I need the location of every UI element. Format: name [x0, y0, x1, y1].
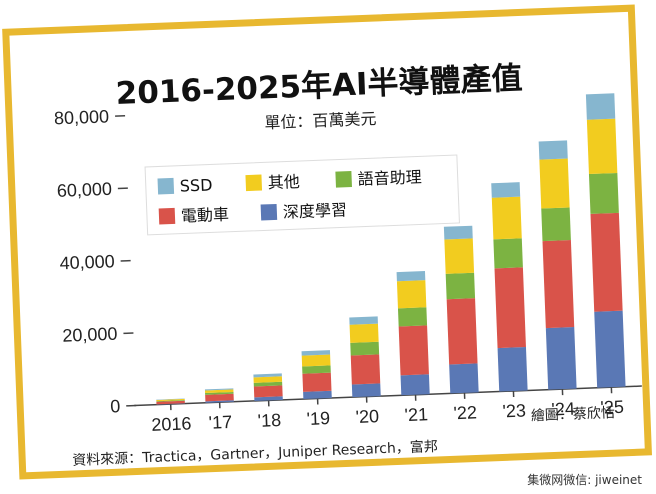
legend-swatch: [158, 207, 176, 225]
legend-swatch: [157, 177, 175, 195]
bar-segment: [494, 267, 526, 349]
bar-segment: [585, 93, 616, 120]
bar-segment: [253, 376, 283, 383]
bar-segment: [398, 325, 429, 376]
bar-segment: [396, 280, 427, 309]
bar-segment: [205, 393, 234, 402]
bar-segment: [400, 374, 430, 396]
x-tick-label: '18: [257, 410, 281, 431]
bar-segment: [302, 365, 331, 374]
legend-label: 深度學習: [283, 200, 348, 221]
x-tick-label: '22: [453, 402, 477, 423]
y-tick-label: 40,000: [59, 251, 115, 273]
bar-segment: [204, 389, 234, 394]
bar-segment: [586, 118, 618, 175]
bar-segment: [541, 207, 571, 242]
bar-segment: [303, 390, 332, 400]
bar-segment: [301, 354, 331, 367]
x-axis: 2016 '17 '18 '19 '20 '21 '22 '23 '24 '25: [151, 387, 624, 435]
bar-segment: [204, 388, 234, 391]
bar-segment: [156, 399, 185, 402]
bar-segment: [349, 323, 379, 343]
bar-segment: [491, 182, 521, 198]
legend-swatch: [335, 171, 352, 188]
bar-segment: [443, 225, 473, 240]
x-tick-label: '20: [355, 406, 379, 427]
chart-subtitle: 單位：百萬美元: [264, 109, 377, 132]
legend-box: [144, 154, 460, 236]
legend-label: SSD: [179, 175, 212, 195]
bar-segment: [156, 400, 185, 405]
watermark-text: 集微网微信: jiweinet: [527, 473, 642, 487]
legend-label: 語音助理: [357, 167, 422, 188]
bar-segment: [351, 383, 381, 398]
bar-segment: [497, 346, 528, 392]
legend-swatch: [245, 174, 263, 192]
bar-segment: [491, 196, 522, 240]
bar-segment: [253, 381, 283, 387]
bar-segment: [302, 372, 332, 392]
bar-segment: [156, 398, 185, 402]
bar-segment: [545, 326, 577, 390]
bar-segment: [590, 212, 623, 312]
bar-segment: [156, 403, 185, 405]
bar-segment: [594, 310, 626, 388]
bar-segment: [253, 385, 283, 398]
y-axis: 0 20,000 40,000 60,000 80,000: [54, 106, 137, 416]
x-tick-label: '25: [600, 397, 624, 418]
bars: [156, 93, 626, 405]
bar-segment: [446, 298, 478, 365]
x-tick-label: '24: [551, 399, 575, 420]
bar-segment: [253, 373, 282, 378]
bar-segment: [539, 158, 570, 209]
legend-swatch: [260, 203, 278, 221]
bar-segment: [445, 272, 476, 300]
bar-segment: [349, 316, 378, 325]
bar-segment: [350, 341, 380, 356]
x-tick-label: '17: [208, 412, 232, 433]
y-tick-label: 20,000: [62, 324, 118, 346]
chart-frame: [2, 4, 653, 480]
bar-segment: [254, 396, 283, 401]
bar-segment: [205, 391, 234, 395]
y-tick-label: 80,000: [54, 106, 110, 128]
bar-segment: [542, 240, 575, 329]
legend-label: 電動車: [181, 205, 230, 226]
bar-segment: [396, 271, 426, 282]
y-tick-label: 60,000: [56, 179, 112, 201]
bar-segment: [301, 350, 331, 356]
legend-label: 其他: [267, 172, 300, 192]
bar-segment: [493, 238, 523, 269]
bar-segment: [444, 238, 475, 274]
bar-segment: [205, 400, 234, 403]
chart-frame-group: 2016-2025年AI半導體產值 單位：百萬美元 020,00040,0006…: [2, 4, 653, 480]
x-tick-label: '23: [502, 401, 526, 422]
bar-segment: [538, 140, 568, 160]
bar-segment: [449, 363, 479, 394]
bar-segment: [156, 398, 185, 400]
bar-segment: [397, 307, 428, 327]
credit-note: 繪圖：蔡欣恬: [531, 404, 616, 424]
x-tick-label: '21: [404, 404, 428, 425]
bar-segment: [588, 172, 619, 214]
y-tick-label: 0: [110, 396, 121, 416]
x-tick-label: '19: [306, 408, 330, 429]
bar-segment: [350, 354, 381, 385]
x-tick-label: 2016: [151, 413, 192, 435]
